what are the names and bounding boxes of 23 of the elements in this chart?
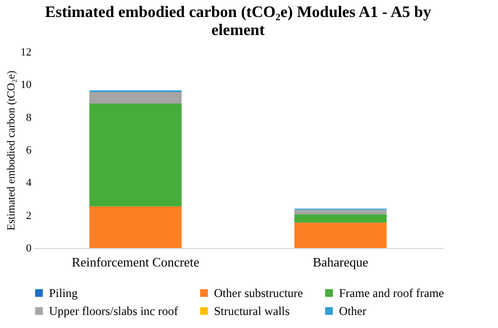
- legend-label: Other: [339, 304, 366, 318]
- legend-label: Other substructure: [214, 286, 303, 300]
- x-tick-label: Bahareque: [312, 254, 369, 270]
- y-tick-label: 4: [26, 177, 32, 190]
- legend-label: Upper floors/slabs inc roof: [49, 304, 178, 318]
- bar: [294, 214, 387, 223]
- y-tick-label: 0: [26, 242, 32, 254]
- bar: [89, 103, 182, 206]
- bar: [89, 206, 182, 248]
- legend-label: Piling: [49, 286, 78, 300]
- legend-label: Frame and roof frame: [339, 286, 444, 300]
- bar: [89, 92, 182, 104]
- x-tick-label: Reinforcement Concrete: [72, 254, 200, 270]
- y-tick-label: 10: [20, 79, 32, 92]
- chart-title: Estimated embodied carbon (tCO₂e) Modules A1 - A5 by element: [44, 4, 432, 39]
- bar: [294, 210, 387, 215]
- y-axis-title: Estimated embodied carbon (tCO₂e): [6, 70, 18, 230]
- y-tick-label: 8: [26, 112, 32, 124]
- y-tick-label: 6: [26, 144, 32, 156]
- bar: [294, 222, 387, 248]
- y-tick-label: 2: [26, 210, 32, 222]
- y-tick-label: 12: [20, 46, 32, 58]
- legend-label: Structural walls: [214, 304, 290, 318]
